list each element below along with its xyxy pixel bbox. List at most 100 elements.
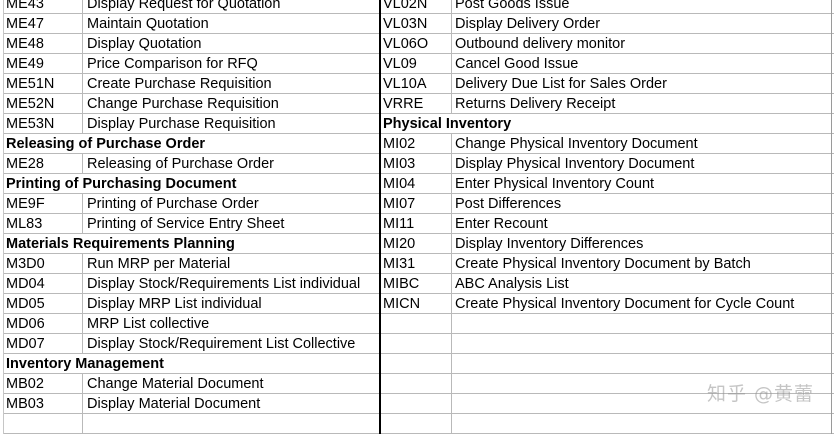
description-cell[interactable]: Display Material Document [87, 396, 261, 412]
table-row[interactable]: VL02N Post Goods Issue [381, 0, 834, 14]
description-cell[interactable]: Releasing of Purchase Order [87, 156, 274, 172]
transaction-code-cell[interactable]: VRRE [381, 94, 452, 113]
table-row[interactable]: MI31 Create Physical Inventory Document b… [381, 254, 834, 274]
transaction-code-cell[interactable]: MI20 [381, 234, 452, 253]
transaction-code-cell[interactable]: ML83 [4, 214, 83, 233]
section-header-row[interactable]: Releasing of Purchase Order [4, 134, 380, 154]
description-cell[interactable]: Post Goods Issue [455, 0, 570, 12]
table-row[interactable]: MI11 Enter Recount [381, 214, 834, 234]
description-cell[interactable]: Price Comparison for RFQ [87, 56, 258, 72]
transaction-code-cell[interactable]: MI02 [381, 134, 452, 153]
table-row[interactable]: MB02 Change Material Document [4, 374, 380, 394]
description-cell[interactable]: Enter Recount [455, 216, 548, 232]
description-cell[interactable]: Create Purchase Requisition [87, 76, 272, 92]
table-row[interactable]: VL06O Outbound delivery monitor [381, 34, 834, 54]
table-row[interactable]: ME52N Change Purchase Requisition [4, 94, 380, 114]
table-row[interactable]: MI07 Post Differences [381, 194, 834, 214]
table-row[interactable]: MI02 Change Physical Inventory Document [381, 134, 834, 154]
description-cell[interactable]: Run MRP per Material [87, 256, 231, 272]
table-row[interactable] [381, 414, 834, 434]
table-row[interactable]: ME48 Display Quotation [4, 34, 380, 54]
table-row[interactable]: MICN Create Physical Inventory Document f… [381, 294, 834, 314]
transaction-code-cell[interactable] [381, 334, 452, 353]
description-cell[interactable]: Create Physical Inventory Document by Ba… [455, 256, 751, 272]
description-cell[interactable]: Display Quotation [87, 36, 202, 52]
transaction-code-cell[interactable]: MI03 [381, 154, 452, 173]
transaction-code-cell[interactable]: MB02 [4, 374, 83, 393]
description-cell[interactable]: Display Inventory Differences [455, 236, 644, 252]
description-cell[interactable]: Post Differences [455, 196, 562, 212]
table-row[interactable]: VL09 Cancel Good Issue [381, 54, 834, 74]
table-row[interactable]: ME51N Create Purchase Requisition [4, 74, 380, 94]
table-row[interactable]: ME9F Printing of Purchase Order [4, 194, 380, 214]
transaction-code-cell[interactable]: MI31 [381, 254, 452, 273]
transaction-code-cell[interactable]: MI04 [381, 174, 452, 193]
table-row[interactable] [381, 354, 834, 374]
description-cell[interactable]: Display Request for Quotation [87, 0, 281, 12]
description-cell[interactable]: Cancel Good Issue [455, 56, 579, 72]
table-row[interactable]: MD04 Display Stock/Requirements List indi… [4, 274, 380, 294]
table-row[interactable]: ME49 Price Comparison for RFQ [4, 54, 380, 74]
table-row[interactable] [381, 334, 834, 354]
section-header-row[interactable]: Physical Inventory [381, 114, 834, 134]
table-row[interactable]: VL03N Display Delivery Order [381, 14, 834, 34]
transaction-code-cell[interactable] [381, 354, 452, 373]
table-row[interactable]: MD06 MRP List collective [4, 314, 380, 334]
table-row[interactable]: MB03 Display Material Document [4, 394, 380, 414]
transaction-code-cell[interactable]: M3D0 [4, 254, 83, 273]
transaction-code-cell[interactable]: ME49 [4, 54, 83, 73]
transaction-code-cell[interactable]: MI11 [381, 214, 452, 233]
description-cell[interactable] [452, 334, 834, 353]
table-row[interactable]: MIBC ABC Analysis List [381, 274, 834, 294]
description-cell[interactable]: ABC Analysis List [455, 276, 569, 292]
transaction-code-cell[interactable]: MIBC [381, 274, 452, 293]
description-cell[interactable] [452, 414, 834, 433]
table-row[interactable] [381, 314, 834, 334]
table-row[interactable]: VL10A Delivery Due List for Sales Order [381, 74, 834, 94]
transaction-code-cell[interactable]: VL02N [381, 0, 452, 13]
table-row[interactable]: M3D0 Run MRP per Material [4, 254, 380, 274]
transaction-code-cell[interactable]: ME47 [4, 14, 83, 33]
description-cell[interactable]: Display Physical Inventory Document [455, 156, 695, 172]
table-row[interactable] [381, 374, 834, 394]
transaction-code-cell[interactable] [381, 314, 452, 333]
description-cell[interactable]: Outbound delivery monitor [455, 36, 626, 52]
transaction-code-cell[interactable]: ME28 [4, 154, 83, 173]
table-row[interactable]: VRRE Returns Delivery Receipt [381, 94, 834, 114]
transaction-code-cell[interactable]: VL03N [381, 14, 452, 33]
transaction-code-cell[interactable]: VL10A [381, 74, 452, 93]
section-header-row[interactable]: Materials Requirements Planning [4, 234, 380, 254]
description-cell[interactable]: Delivery Due List for Sales Order [455, 76, 667, 92]
table-row[interactable]: ML83 Printing of Service Entry Sheet [4, 214, 380, 234]
transaction-code-cell[interactable]: ME52N [4, 94, 83, 113]
description-cell[interactable]: Display Stock/Requirements List individu… [87, 276, 361, 292]
transaction-code-cell[interactable]: ME9F [4, 194, 83, 213]
description-cell[interactable]: Printing of Service Entry Sheet [87, 216, 285, 232]
section-header-row[interactable]: Inventory Management [4, 354, 380, 374]
table-row[interactable]: ME43 Display Request for Quotation [4, 0, 380, 14]
transaction-code-cell[interactable] [4, 414, 83, 433]
description-cell[interactable]: Change Material Document [87, 376, 264, 392]
description-cell[interactable]: Display Delivery Order [455, 16, 601, 32]
transaction-code-cell[interactable]: ME53N [4, 114, 83, 133]
description-cell[interactable]: Display MRP List individual [87, 296, 262, 312]
transaction-code-cell[interactable]: MI07 [381, 194, 452, 213]
transaction-code-cell[interactable]: ME48 [4, 34, 83, 53]
table-row[interactable]: MI03 Display Physical Inventory Document [381, 154, 834, 174]
section-header-row[interactable]: Printing of Purchasing Document [4, 174, 380, 194]
transaction-code-cell[interactable]: MD07 [4, 334, 83, 353]
table-row[interactable]: ME28 Releasing of Purchase Order [4, 154, 380, 174]
transaction-code-cell[interactable] [381, 394, 452, 413]
description-cell[interactable] [452, 354, 834, 373]
transaction-code-cell[interactable]: ME51N [4, 74, 83, 93]
table-row[interactable] [4, 414, 380, 434]
table-row[interactable]: MD05 Display MRP List individual [4, 294, 380, 314]
description-cell[interactable]: Returns Delivery Receipt [455, 96, 616, 112]
description-cell[interactable]: Change Physical Inventory Document [455, 136, 698, 152]
table-row[interactable]: MI04 Enter Physical Inventory Count [381, 174, 834, 194]
description-cell[interactable]: Display Stock/Requirement List Collectiv… [87, 336, 356, 352]
transaction-code-cell[interactable]: VL09 [381, 54, 452, 73]
transaction-code-cell[interactable]: MD05 [4, 294, 83, 313]
table-row[interactable]: ME47 Maintain Quotation [4, 14, 380, 34]
transaction-code-cell[interactable] [381, 374, 452, 393]
